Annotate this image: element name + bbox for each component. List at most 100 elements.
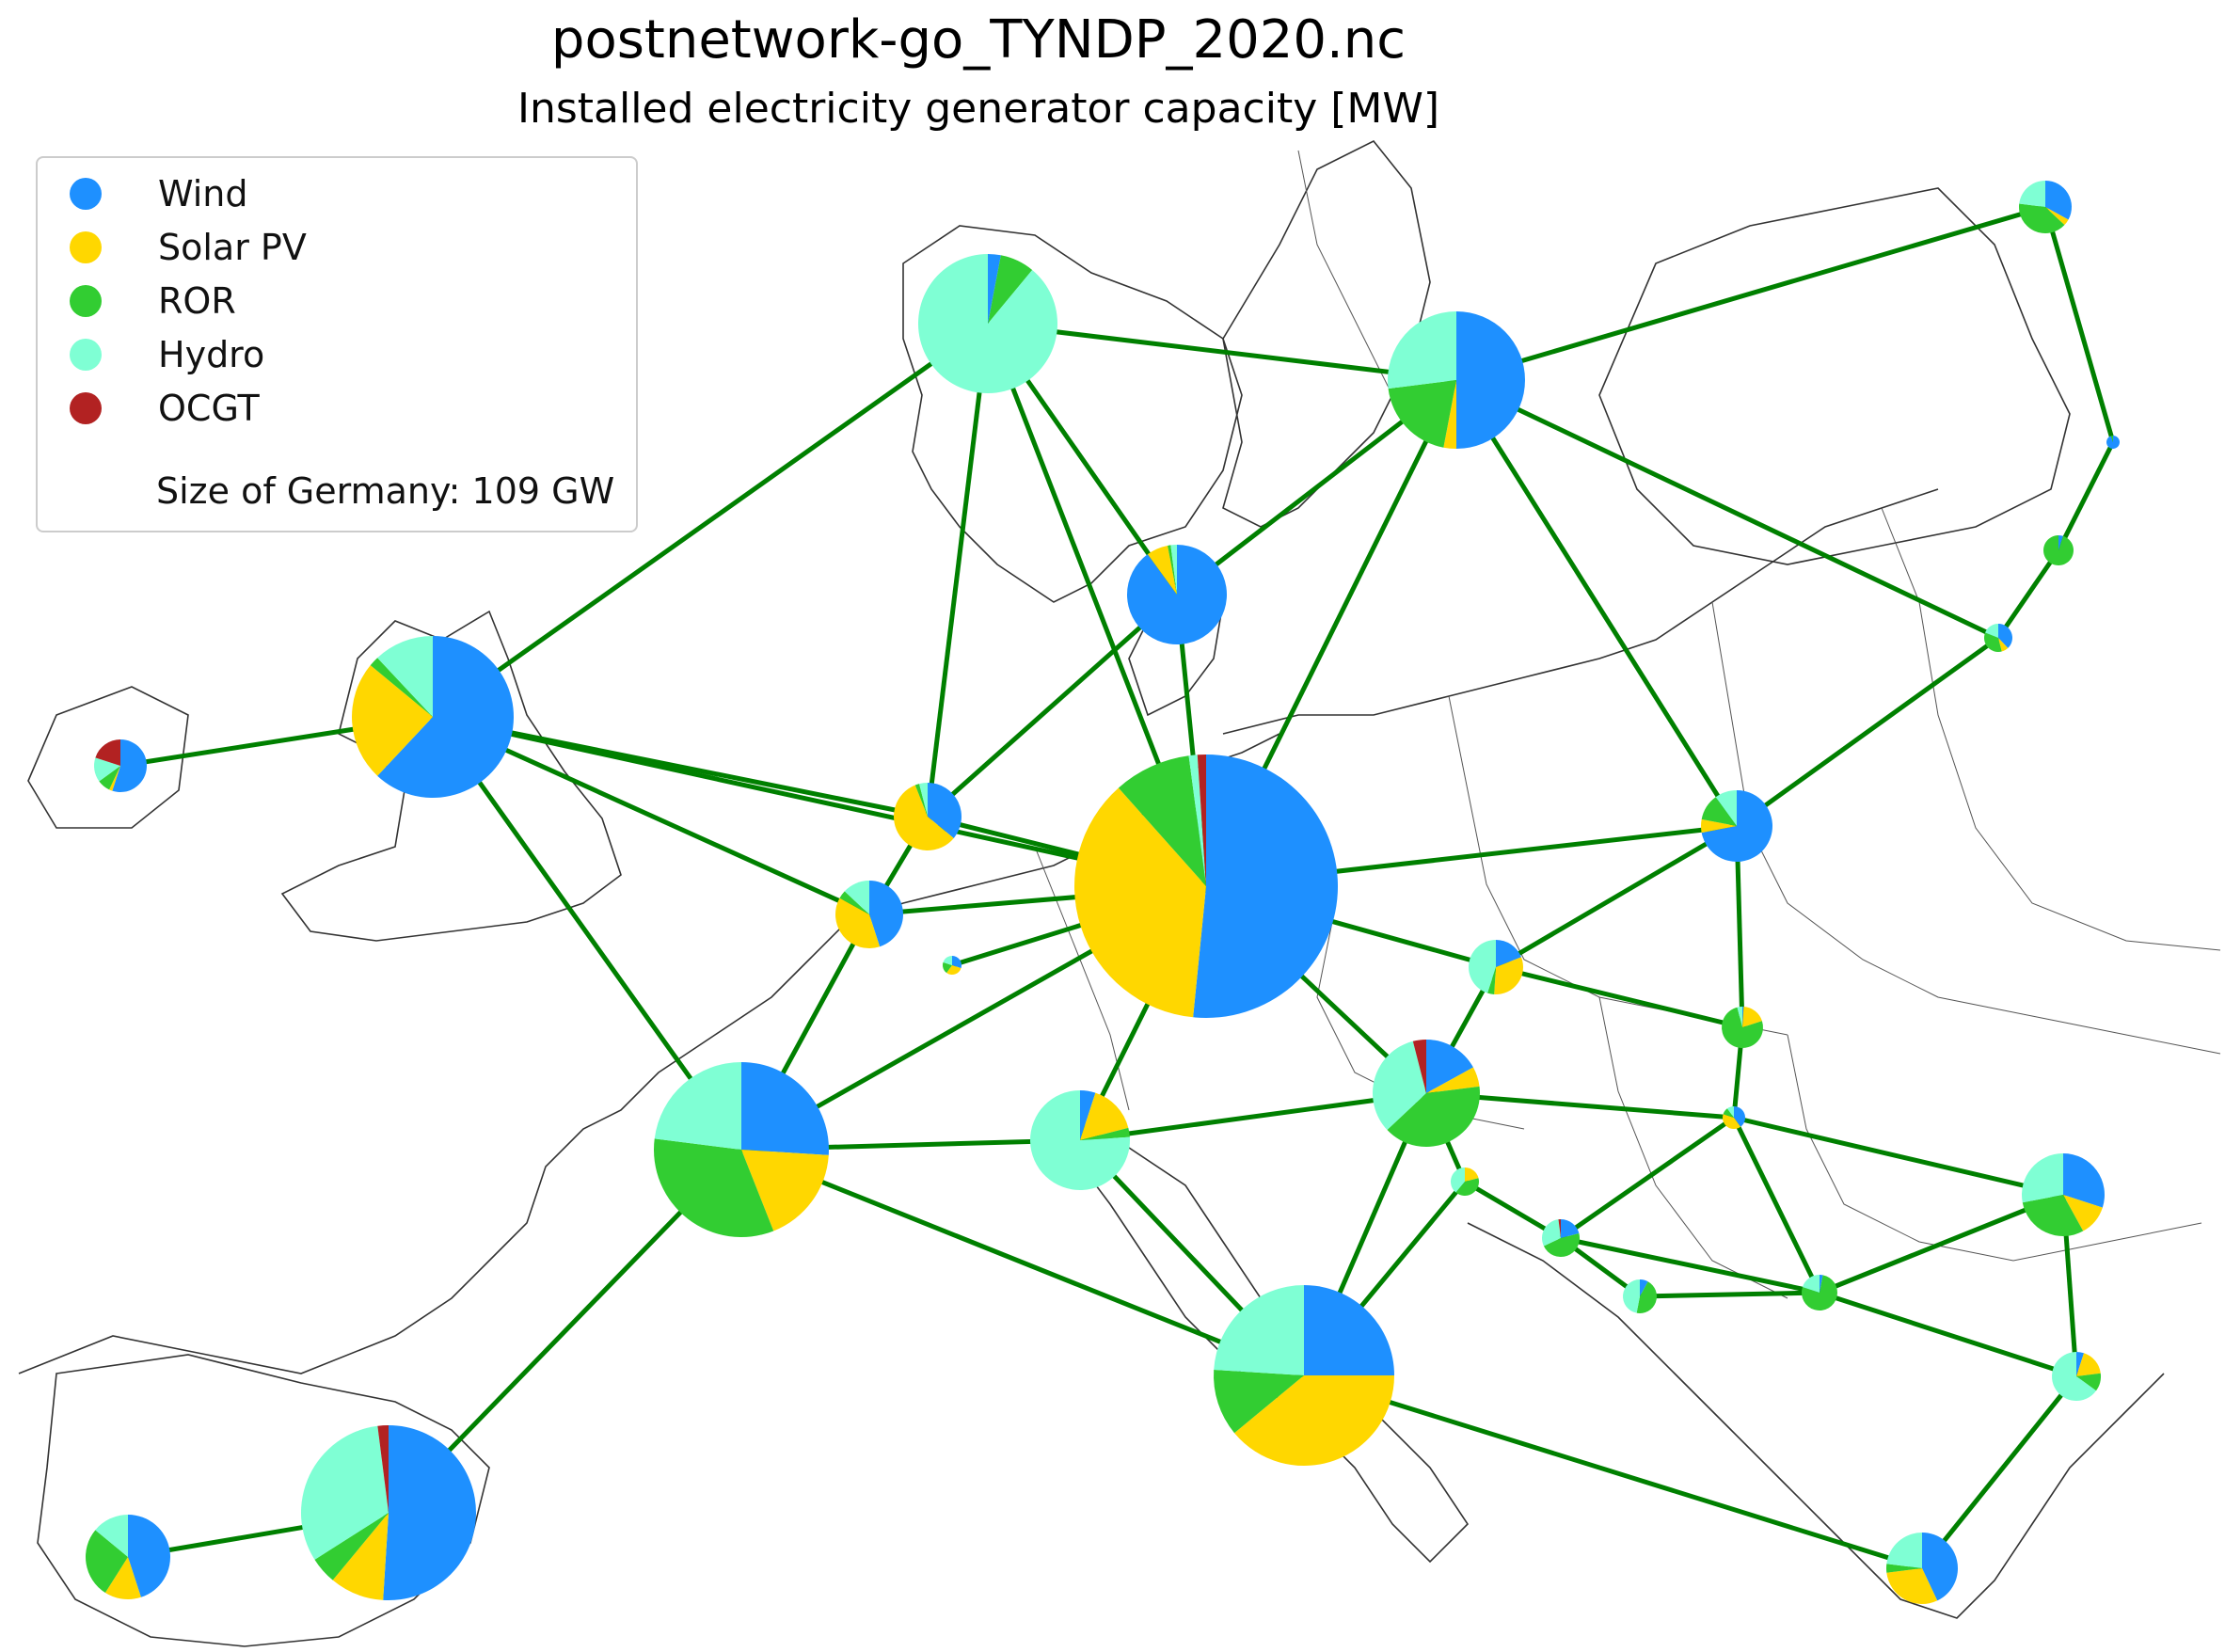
link-fr-it (740, 1147, 1305, 1378)
pie-bg (2051, 1352, 2101, 1402)
pie-slice (1985, 624, 1998, 638)
pie-slice (1722, 1114, 1741, 1130)
pie-slice (1722, 1007, 1764, 1048)
pie-slice (93, 757, 120, 782)
pie-be (834, 881, 904, 949)
link-se-pl (1454, 378, 1740, 828)
pie-es (300, 1425, 477, 1601)
pie-slice (2110, 436, 2113, 442)
pie-slice (1541, 1219, 1561, 1247)
pie-slice (112, 739, 148, 793)
pie-slice (1234, 1375, 1394, 1467)
legend-size-note: Size of Germany: 109 GW (156, 470, 615, 512)
pie-slice (1636, 1281, 1657, 1313)
pie-slice (1412, 1040, 1426, 1093)
link-fi-ee (2042, 206, 2116, 443)
pie-slice (1734, 1106, 1745, 1127)
legend-item-wind: Wind (70, 167, 248, 220)
link-gb-de (432, 714, 1207, 889)
pie-gb (351, 636, 514, 798)
pie-slice (1147, 545, 1177, 595)
link-hu-ro (1733, 1115, 2064, 1198)
pie-lt (1984, 624, 2013, 652)
pie-slice (1168, 545, 1177, 595)
pie-slice (1820, 1275, 1823, 1293)
pie-hr (1541, 1219, 1580, 1258)
pie-slice (99, 766, 120, 790)
pie-slice (1561, 1219, 1580, 1238)
pie-hu (1722, 1106, 1745, 1130)
pie-slice (839, 891, 869, 914)
pie-slice (377, 1425, 389, 1513)
legend-item-hydro: Hydro (70, 328, 264, 381)
pie-ee (2106, 436, 2120, 449)
link-rs-bg (1819, 1290, 2077, 1379)
pie-slice (1494, 957, 1523, 994)
pie-slice (1623, 1279, 1640, 1313)
pie-slice (1496, 940, 1521, 967)
pie-slice (1543, 1233, 1580, 1258)
pie-slice (928, 783, 962, 838)
pie-cz (1468, 940, 1523, 994)
pie-pt (86, 1515, 170, 1599)
pie-slice (1193, 755, 1338, 1018)
pie-slice (869, 881, 904, 947)
pie-slice (1726, 1106, 1734, 1118)
pie-slice (332, 1513, 389, 1600)
link-cz-sk (1495, 964, 1743, 1030)
pie-slice (1451, 1168, 1465, 1193)
pie-slice (988, 255, 1033, 324)
pie-slice (95, 1515, 128, 1557)
link-se-lt (1454, 377, 2000, 641)
link-gb-no (431, 321, 990, 720)
pie-slice (1742, 1007, 1744, 1027)
pie-slice (894, 785, 954, 850)
pie-slice (1465, 1168, 1479, 1182)
pie-slice (1388, 311, 1456, 389)
pie-slice (1723, 1108, 1734, 1118)
map-title: postnetwork-go_TYNDP_2020.nc (550, 9, 1407, 71)
pie-gr (1886, 1532, 1959, 1604)
pie-slice (2019, 181, 2045, 207)
capacity-pies (86, 181, 2120, 1604)
pie-slice (370, 658, 433, 717)
pie-slice (1984, 632, 2002, 652)
pie-slice (1922, 1532, 1959, 1601)
pie-slice (1388, 380, 1456, 448)
legend-label: Solar PV (158, 227, 307, 268)
pie-slice (1737, 1007, 1742, 1027)
pie-slice (351, 665, 433, 776)
link-gb-fr (430, 715, 744, 1152)
pie-slice (2045, 181, 2072, 220)
link-se-fi (1455, 204, 2046, 383)
pie-ro (2022, 1153, 2105, 1237)
pie-slice (1886, 1533, 1922, 1568)
pie-slice (2063, 1153, 2105, 1208)
pie-sk (1722, 1007, 1764, 1048)
pie-slice (1886, 1568, 1938, 1604)
pie-si (1451, 1168, 1479, 1196)
pie-de (1073, 755, 1338, 1018)
pie-slice (1188, 755, 1206, 886)
link-bg-gr (1920, 1374, 2078, 1570)
pie-at (1373, 1040, 1480, 1148)
pie-slice (654, 1138, 774, 1237)
pie-slice (1080, 1092, 1129, 1140)
pie-slice (1127, 545, 1228, 644)
pie-slice (1443, 380, 1456, 449)
pie-slice (1701, 797, 1737, 826)
pie-slice (1029, 1090, 1130, 1190)
pie-slice (1558, 1219, 1561, 1238)
pie-slice (128, 1515, 170, 1597)
link-gr-it (1303, 1373, 1923, 1571)
pie-ba (1623, 1279, 1657, 1313)
pie-slice (834, 897, 881, 949)
link-hr-rs (1560, 1235, 1820, 1295)
pie-slice (914, 784, 928, 817)
link-cz-pl (1494, 823, 1739, 970)
pie-slice (2051, 1352, 2097, 1402)
pie-slice (2076, 1352, 2085, 1376)
link-no-se (987, 321, 1457, 383)
pie-slice (314, 1513, 389, 1581)
